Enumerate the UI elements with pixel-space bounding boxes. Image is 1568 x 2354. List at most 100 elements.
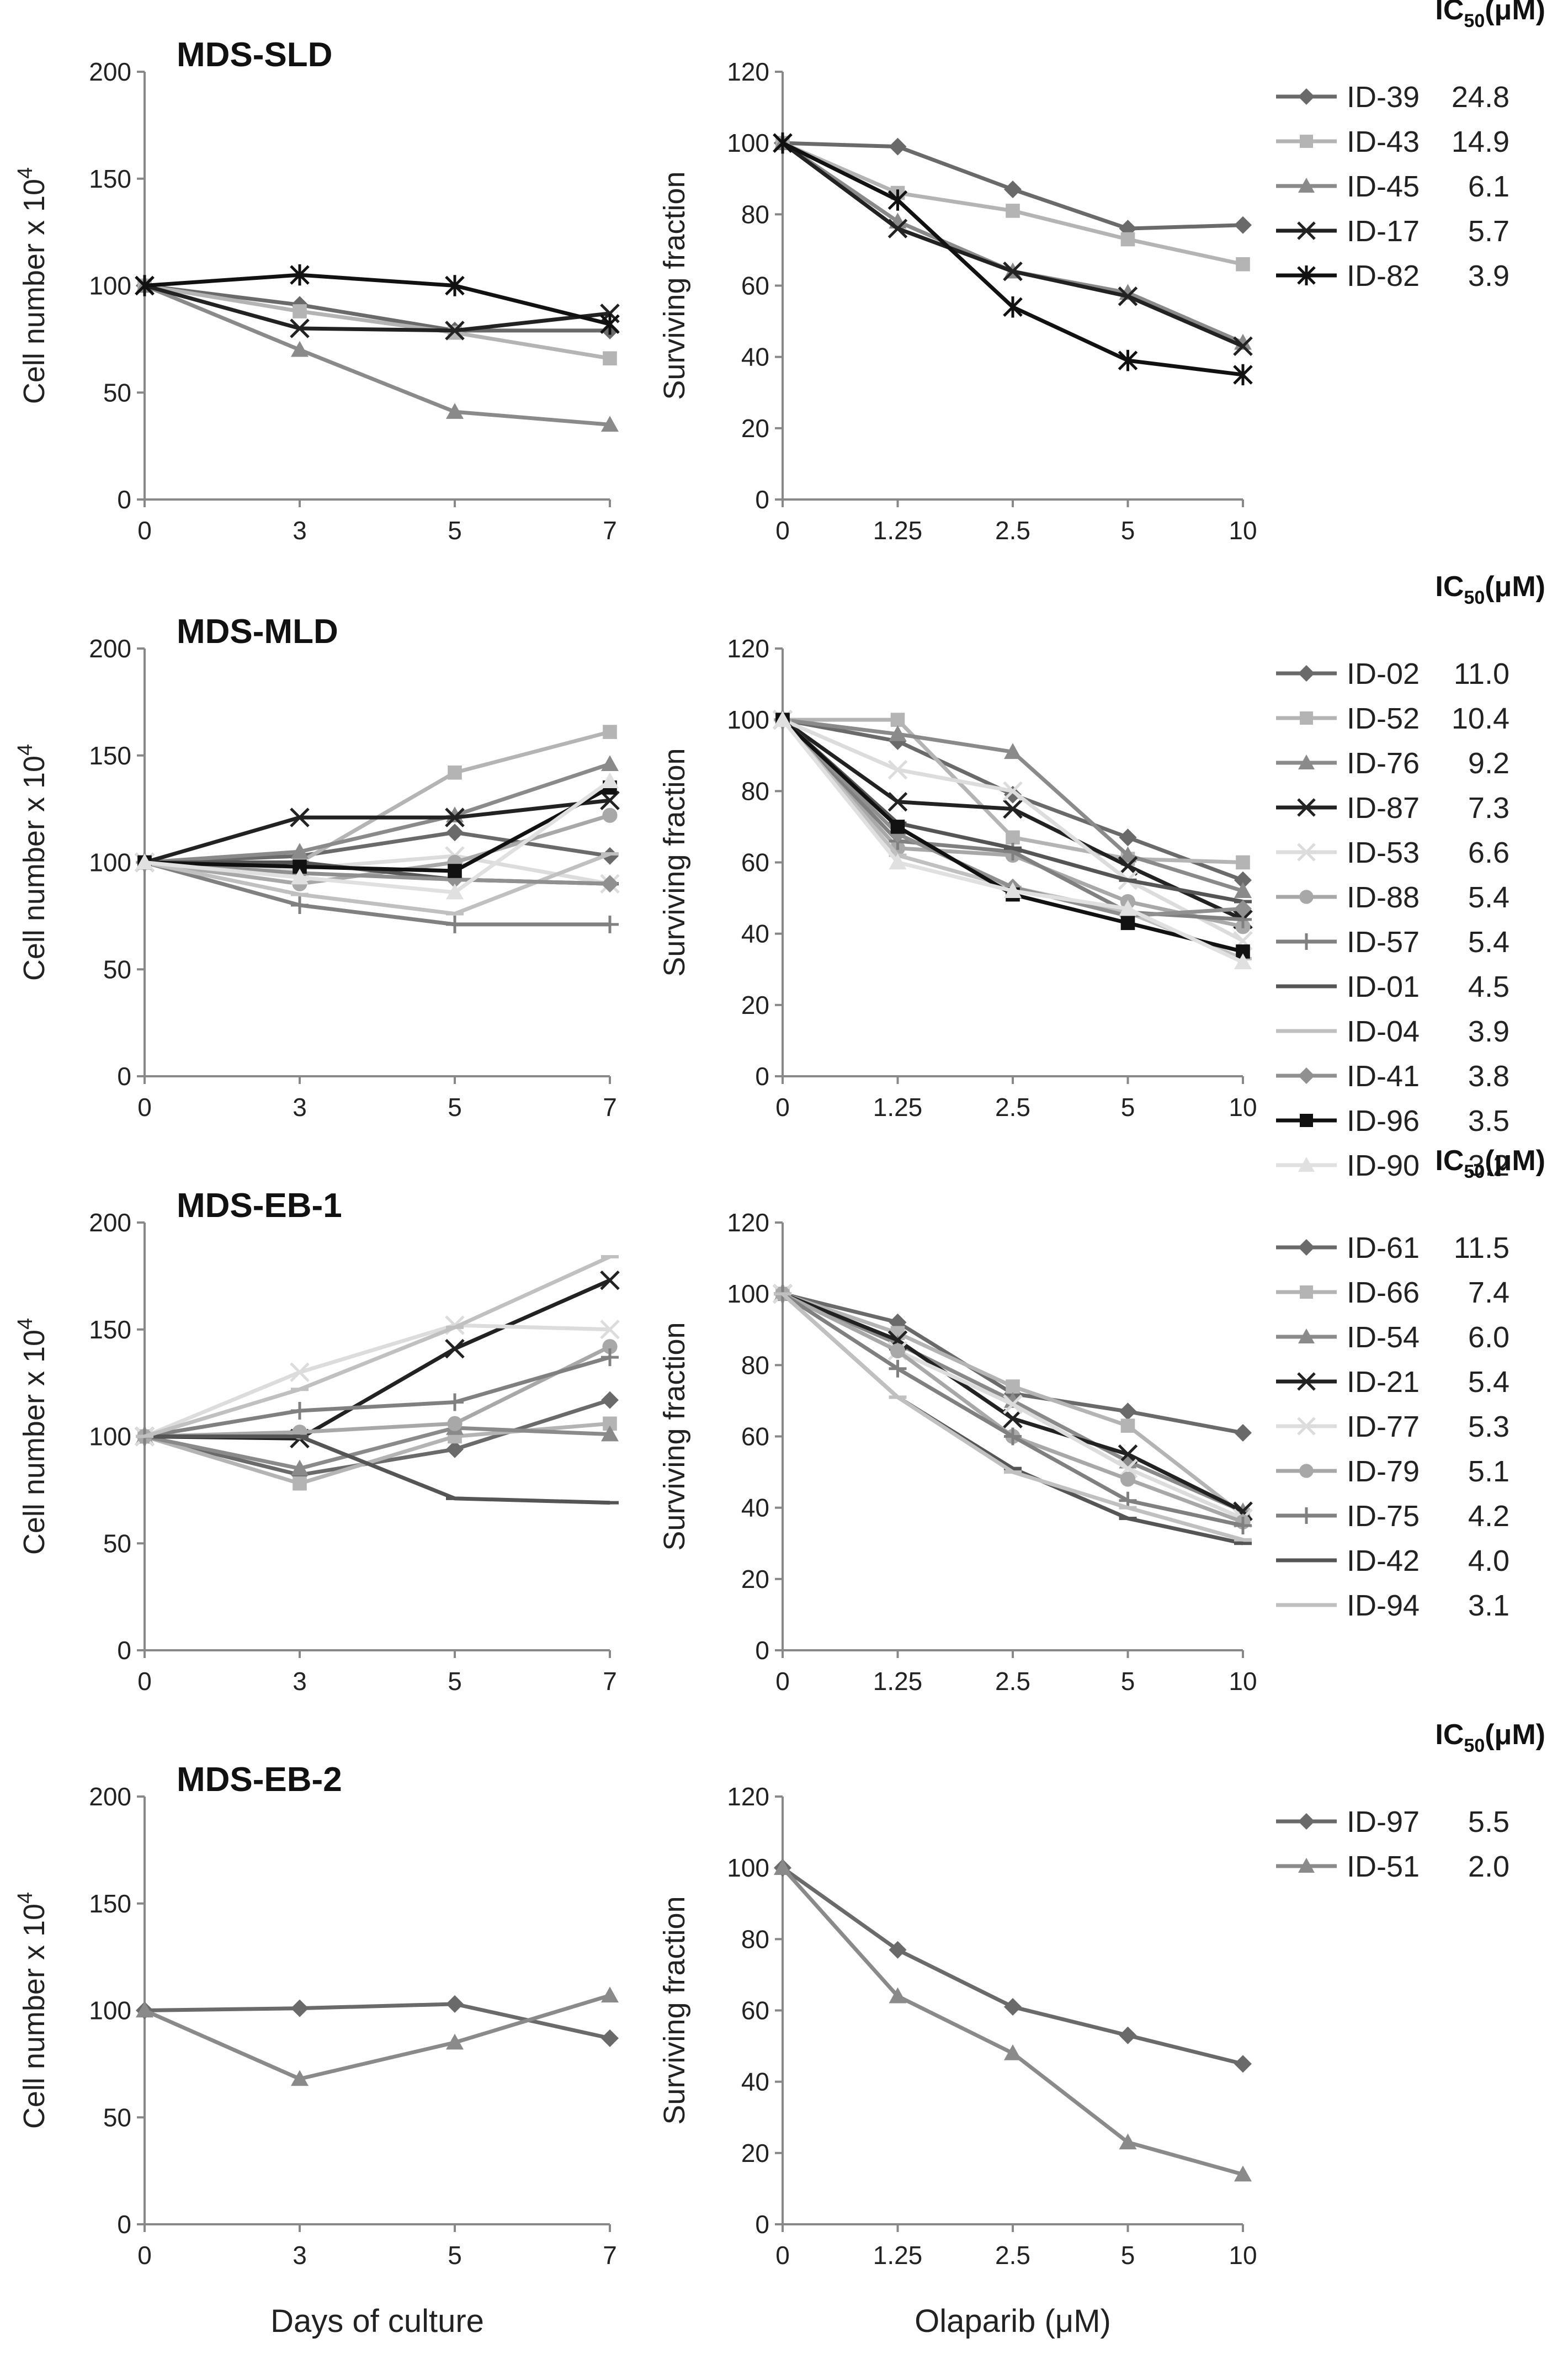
data-point-id-17	[1118, 286, 1138, 306]
legend-marker	[1298, 1858, 1315, 1873]
data-point-id-61	[1119, 1402, 1137, 1421]
ic50-header: IC50(μM)	[1435, 1719, 1545, 1756]
legend-label: ID-75	[1347, 1500, 1420, 1533]
data-point-id-51	[291, 2070, 309, 2086]
data-point-id-66	[293, 1476, 307, 1491]
y-tick-label: 150	[89, 164, 131, 193]
eb1-cells-chart: 0 50 100 150 200 0 3 5 7 Cell number x 104 MDS-EB-…	[14, 1187, 620, 1696]
y-tick-label: 100	[727, 129, 769, 157]
legend-marker	[1297, 1417, 1316, 1436]
y-tick-label: 100	[727, 1279, 769, 1308]
series-line-id-43	[782, 141, 1243, 267]
ic50-value: 4.5	[1468, 970, 1509, 1003]
x-tick-label: 7	[603, 1667, 617, 1696]
data-point-id-77	[1003, 1394, 1023, 1415]
legend-label: ID-42	[1347, 1544, 1420, 1577]
data-point-id-45	[446, 403, 464, 419]
legend-label: ID-21	[1347, 1365, 1420, 1399]
sld-surv-chart: 0 20 40 60 80 100 120 0 1.25 2.5 5 10 Surviving frac…	[658, 0, 1545, 545]
series-line-id-04	[144, 852, 611, 916]
data-point-id-96	[448, 864, 462, 878]
data-point-id-96	[1120, 916, 1135, 931]
mld-cells-chart: 0 50 100 150 200 0 3 5 7 Cell number x 104 MDS-MLD	[14, 613, 620, 1122]
ic50-value: 5.7	[1468, 215, 1509, 248]
y-tick-label: 200	[89, 1782, 131, 1811]
series-line-id-02	[144, 830, 610, 864]
y-tick-label: 120	[727, 634, 769, 663]
data-point-id-97	[889, 1941, 907, 1959]
ic50-value: 11.0	[1454, 657, 1509, 690]
data-point-id-82	[1118, 349, 1138, 371]
y-tick-label: 80	[741, 200, 769, 229]
y-tick-label: 40	[741, 920, 769, 948]
ic50-value: 7.4	[1468, 1276, 1509, 1309]
series-line-id-43	[144, 284, 610, 360]
legend-marker	[1300, 1114, 1313, 1127]
panel-title: MDS-MLD	[177, 613, 338, 651]
legend-label: ID-51	[1347, 1850, 1420, 1883]
legend-label: ID-43	[1347, 125, 1420, 158]
series-line-id-61	[144, 1398, 611, 1477]
data-point-id-75	[889, 1359, 907, 1378]
x-tick-label: 2.5	[995, 1667, 1030, 1696]
data-point-id-02	[1119, 828, 1137, 847]
ic50-value: 5.4	[1468, 1365, 1509, 1399]
legend-marker	[1297, 798, 1316, 817]
legend-label: ID-77	[1347, 1410, 1420, 1443]
data-point-id-04	[601, 852, 619, 855]
y-axis-label: Cell number x 104	[14, 1318, 51, 1555]
series-line-id-82	[144, 273, 610, 326]
data-point-id-43	[603, 351, 617, 366]
legend-marker	[1298, 1067, 1315, 1084]
sld-cells-chart: 0 50 100 150 200 0 3 5 7 Cell number x 104 MDS-SLD	[14, 36, 620, 545]
data-point-id-02	[601, 847, 619, 865]
legend-label: ID-94	[1347, 1589, 1420, 1622]
data-point-id-17	[1233, 336, 1253, 357]
y-tick-label: 0	[117, 1636, 131, 1665]
data-point-id-75	[1004, 1427, 1022, 1446]
data-point-id-87	[1003, 799, 1023, 819]
x-tick-label: 2.5	[995, 1093, 1030, 1122]
x-tick-label: 10	[1229, 516, 1257, 545]
data-point-id-52	[890, 713, 905, 727]
y-tick-label: 100	[727, 1853, 769, 1882]
data-point-id-57	[291, 896, 309, 914]
y-tick-label: 40	[741, 2068, 769, 2096]
panel-title: MDS-SLD	[177, 36, 332, 74]
legend-marker	[1298, 1603, 1315, 1607]
data-point-id-43	[1236, 257, 1250, 272]
y-tick-label: 200	[89, 634, 131, 663]
ic50-value: 5.3	[1468, 1410, 1509, 1443]
legend-label: ID-52	[1347, 702, 1420, 735]
data-point-id-94	[889, 1395, 907, 1399]
legend-label: ID-17	[1347, 215, 1420, 248]
data-point-id-96	[890, 820, 905, 834]
y-tick-label: 20	[741, 414, 769, 443]
legend-marker	[1299, 890, 1314, 904]
x-tick-label: 1.25	[873, 2241, 923, 2270]
data-point-id-01	[1004, 846, 1022, 850]
y-tick-label: 100	[89, 1422, 131, 1451]
ic50-value: 3.9	[1468, 1015, 1509, 1048]
data-point-id-42	[601, 1501, 619, 1505]
ic50-value: 3.5	[1468, 1104, 1509, 1138]
x-tick-label: 10	[1229, 1667, 1257, 1696]
x-tick-label: 0	[137, 1667, 152, 1696]
ic50-value: 11.5	[1454, 1231, 1509, 1264]
data-point-id-39	[1004, 180, 1022, 199]
x-tick-label: 3	[293, 2241, 307, 2270]
y-tick-label: 0	[117, 485, 131, 514]
data-point-id-88	[602, 807, 618, 823]
series-line-id-57	[144, 860, 610, 927]
data-point-id-82	[773, 132, 793, 154]
x-tick-label: 5	[1121, 1667, 1135, 1696]
legend-marker	[1300, 1285, 1313, 1299]
legend-marker	[1300, 135, 1313, 148]
data-point-id-51	[136, 2001, 153, 2018]
y-tick-label: 0	[117, 2210, 131, 2239]
legend-marker	[1298, 665, 1315, 682]
legend-marker	[1298, 1239, 1315, 1256]
series-line-id-82	[782, 141, 1243, 377]
eb1-surv-chart: 0 20 40 60 80 100 120 0 1.25 2.5 5 10 Surviving frac…	[658, 1145, 1545, 1696]
y-tick-label: 20	[741, 2139, 769, 2167]
